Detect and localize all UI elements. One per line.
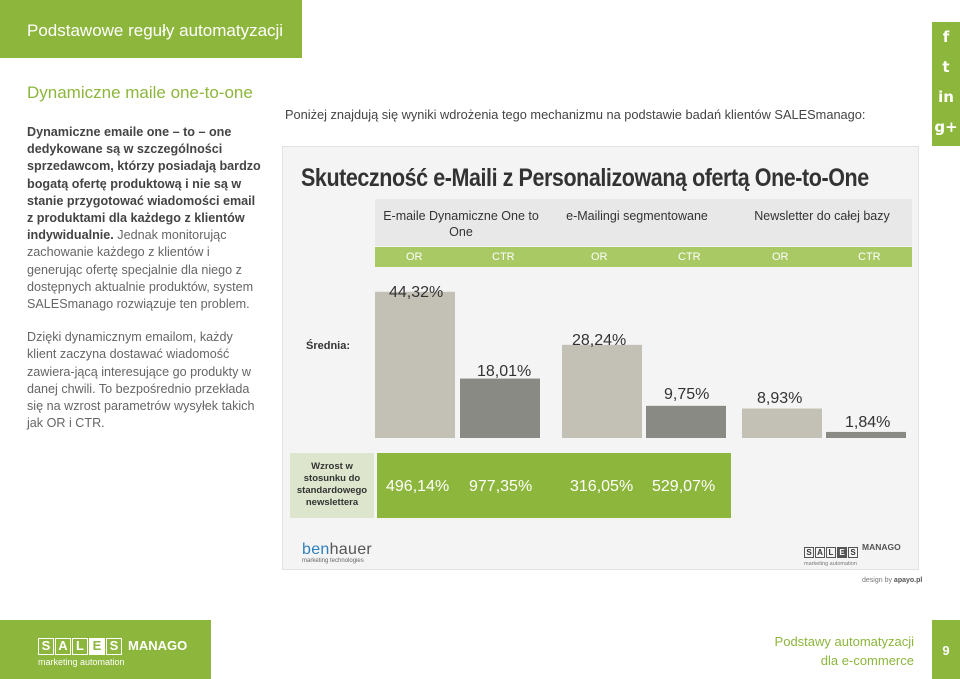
footer-logo-letter: A bbox=[55, 638, 71, 655]
paragraph-2: Dzięki dynamicznym emailom, każdy klient… bbox=[27, 330, 255, 431]
bar-chart-svg bbox=[375, 291, 906, 438]
group-header-dynamic: E-maile Dynamiczne One to One bbox=[383, 209, 539, 239]
logo-letter: A bbox=[815, 547, 825, 558]
footer-title: Podstawy automatyzacji dla e-commerce bbox=[752, 632, 914, 670]
paragraph-1-bold: Dynamiczne emaile one – to – one dedykow… bbox=[27, 125, 261, 243]
design-credit-name: apayo.pl bbox=[893, 577, 923, 584]
bar-value-label: 18,01% bbox=[477, 363, 532, 380]
footer-brand-band bbox=[0, 620, 211, 679]
section-body: Dynamiczne emaile one – to – one dedykow… bbox=[27, 124, 263, 448]
page-number: 9 bbox=[932, 620, 960, 679]
logo-letter: S bbox=[804, 547, 814, 558]
footer-logo-letter: L bbox=[72, 638, 88, 655]
header-title: Podstawowe reguły automatyzacji bbox=[27, 21, 284, 40]
intro-text: Poniżej znajdują się wyniki wdrożenia te… bbox=[285, 107, 866, 122]
footer-logo: S A L E S MANAGO marketing automation bbox=[38, 637, 187, 667]
benhauer-logo: benhauer marketing technologies bbox=[302, 541, 372, 564]
design-credit-prefix: design by bbox=[862, 577, 894, 584]
footer-title-line2: dla e-commerce bbox=[820, 653, 914, 668]
footer-logo-name: MANAGO bbox=[128, 638, 188, 653]
benhauer-logo-sub: marketing technologies bbox=[302, 558, 364, 564]
google-plus-icon[interactable]: g+ bbox=[934, 118, 958, 136]
section-title: Dynamiczne maile one-to-one bbox=[27, 83, 253, 102]
design-credit: design by apayo.pl bbox=[862, 577, 922, 584]
bar-or-2 bbox=[562, 344, 642, 438]
bar-or-0 bbox=[375, 291, 455, 438]
metric-label: OR bbox=[591, 251, 608, 263]
growth-label: Wzrost w stosunku do standardowego newsl… bbox=[296, 461, 368, 508]
growth-label-box bbox=[290, 453, 374, 518]
growth-value: 316,05% bbox=[570, 478, 634, 495]
growth-value: 496,14% bbox=[386, 478, 450, 495]
bar-ctr-1 bbox=[460, 378, 540, 438]
bar-or-4 bbox=[742, 408, 822, 438]
growth-value: 529,07% bbox=[652, 478, 716, 495]
benhauer-logo-second: hauer bbox=[329, 541, 373, 558]
metric-label: OR bbox=[772, 251, 789, 263]
twitter-icon[interactable]: t bbox=[942, 58, 950, 76]
footer-logo-letter: E bbox=[89, 638, 105, 655]
header-band: Podstawowe reguły automatyzacji bbox=[0, 0, 302, 58]
linkedin-icon[interactable]: in bbox=[938, 88, 954, 106]
metrics-band bbox=[375, 247, 912, 267]
bar-value-label: 28,24% bbox=[572, 332, 627, 349]
bar-ctr-5 bbox=[826, 431, 906, 438]
logo-name: MANAGO bbox=[862, 542, 901, 552]
metric-label: OR bbox=[406, 251, 423, 263]
growth-band bbox=[377, 453, 731, 518]
logo-letter: E bbox=[837, 547, 847, 558]
facebook-icon[interactable]: f bbox=[942, 28, 950, 46]
logo-letter: L bbox=[826, 547, 836, 558]
group-header-newsletter: Newsletter do całej bazy bbox=[754, 209, 890, 223]
infographic-title: Skuteczność e-Maili z Personalizowaną of… bbox=[301, 164, 869, 192]
growth-value: 977,35% bbox=[469, 478, 533, 495]
benhauer-logo-first: ben bbox=[302, 541, 330, 558]
bar-ctr-3 bbox=[646, 405, 726, 438]
metric-label: CTR bbox=[492, 251, 515, 263]
salesmanago-logo-card: S A L E SMANAGO marketing automation bbox=[804, 542, 901, 567]
logo-sub: marketing automation bbox=[804, 561, 857, 567]
logo-letter: S bbox=[848, 547, 858, 558]
bar-value-label: 9,75% bbox=[664, 386, 710, 403]
bar-chart bbox=[290, 270, 912, 450]
footer-logo-letter: S bbox=[106, 638, 122, 655]
social-bar: f t in g+ bbox=[932, 22, 960, 146]
metric-label: CTR bbox=[678, 251, 701, 263]
bar-value-label: 1,84% bbox=[845, 414, 891, 431]
bar-value-label: 8,93% bbox=[757, 390, 803, 407]
column-header-band bbox=[375, 199, 912, 246]
paragraph-1-rest: Jednak monitorując zachowanie każdego z … bbox=[27, 228, 254, 312]
footer-logo-sub: marketing automation bbox=[38, 657, 125, 667]
group-header-segmented: e-Mailingi segmentowane bbox=[566, 209, 708, 223]
footer-title-line1: Podstawy automatyzacji bbox=[774, 634, 914, 649]
footer-logo-letter: S bbox=[38, 638, 54, 655]
metric-label: CTR bbox=[858, 251, 881, 263]
bar-value-label: 44,32% bbox=[389, 284, 444, 301]
paragraph-1: Dynamiczne emaile one – to – one dedykow… bbox=[27, 124, 263, 313]
average-label: Średnia: bbox=[306, 340, 351, 352]
